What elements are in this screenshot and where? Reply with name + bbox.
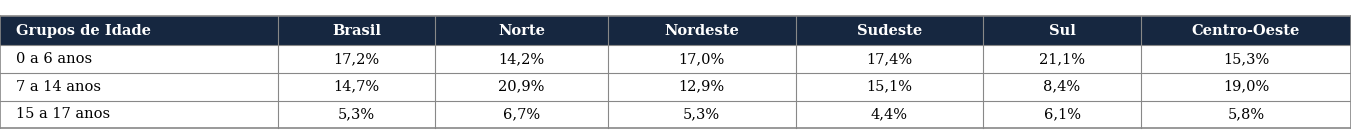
Text: 17,0%: 17,0% [678,52,725,66]
Bar [435,101,608,128]
Bar [796,73,984,101]
Bar [435,73,608,101]
Text: 6,1%: 6,1% [1043,107,1081,121]
Text: Sul: Sul [1048,24,1075,38]
Text: 5,8%: 5,8% [1227,107,1265,121]
Bar [435,45,608,73]
Text: 19,0%: 19,0% [1223,80,1269,94]
Text: 12,9%: 12,9% [678,80,725,94]
Bar [608,45,796,73]
Text: 15,1%: 15,1% [866,80,912,94]
Bar [984,45,1140,73]
Text: 15 a 17 anos: 15 a 17 anos [16,107,111,121]
Text: 14,2%: 14,2% [499,52,544,66]
Text: Centro-Oeste: Centro-Oeste [1192,24,1300,38]
Text: 6,7%: 6,7% [503,107,540,121]
Bar [435,16,608,45]
Bar [1140,16,1351,45]
Text: 4,4%: 4,4% [871,107,908,121]
Text: Sudeste: Sudeste [857,24,921,38]
Bar [984,16,1140,45]
Text: Brasil: Brasil [332,24,381,38]
Bar [796,16,984,45]
Text: 17,4%: 17,4% [866,52,912,66]
Bar [608,73,796,101]
Bar [0,16,278,45]
Bar [0,45,278,73]
Bar [984,101,1140,128]
Bar [278,73,435,101]
Text: 7 a 14 anos: 7 a 14 anos [16,80,101,94]
Text: 17,2%: 17,2% [334,52,380,66]
Text: 8,4%: 8,4% [1043,80,1081,94]
Bar [0,73,278,101]
Bar [278,45,435,73]
Bar [796,45,984,73]
Bar [1140,45,1351,73]
Text: 5,3%: 5,3% [338,107,376,121]
Text: 14,7%: 14,7% [334,80,380,94]
Text: 15,3%: 15,3% [1223,52,1269,66]
Bar [1140,73,1351,101]
Bar [984,73,1140,101]
Bar [1140,101,1351,128]
Bar [278,16,435,45]
Bar [0,101,278,128]
Bar [608,101,796,128]
Text: Nordeste: Nordeste [665,24,739,38]
Bar [278,101,435,128]
Text: 5,3%: 5,3% [684,107,720,121]
Bar [608,16,796,45]
Text: 21,1%: 21,1% [1039,52,1085,66]
Text: Norte: Norte [499,24,546,38]
Text: 0 a 6 anos: 0 a 6 anos [16,52,92,66]
Bar [796,101,984,128]
Text: 20,9%: 20,9% [499,80,544,94]
Text: Grupos de Idade: Grupos de Idade [16,24,151,38]
